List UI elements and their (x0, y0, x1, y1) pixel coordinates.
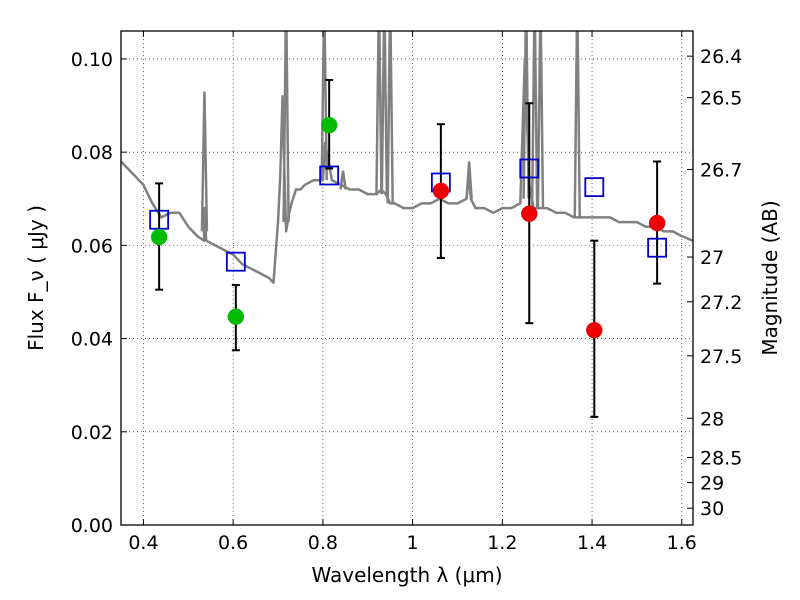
y2-axis-title: Magnitude (AB) (758, 200, 782, 355)
emission-line (522, 31, 530, 199)
x-tick-label: 1.4 (577, 532, 607, 554)
y2-tick-label: 26.7 (700, 159, 742, 181)
emission-line (380, 31, 389, 195)
y-tick-label: 0.06 (71, 235, 113, 257)
data-point (150, 228, 168, 246)
data-point (586, 321, 603, 339)
x-tick-label: 0.4 (128, 532, 158, 554)
y2-tick-label: 26.4 (700, 46, 742, 68)
y-tick-label: 0.10 (71, 49, 113, 71)
tick-labels: 0.4 0.6 0.8 1 1.2 1.4 1.6 0.00 0.02 0.04 0.06 0.08 0… (71, 46, 743, 554)
model-square-marker (319, 165, 340, 186)
y2-tick-label: 27.5 (700, 346, 742, 368)
model-square-marker (647, 237, 668, 258)
y2-tick-label: 27.2 (700, 292, 742, 314)
emission-line (375, 31, 383, 195)
emission-line (536, 31, 545, 209)
data-point (432, 182, 450, 200)
model-square-marker (519, 158, 540, 179)
data-point (320, 116, 338, 134)
x-tick-label: 1 (407, 532, 419, 554)
emission-line (465, 161, 473, 199)
y-tick-label: 0.04 (71, 329, 113, 351)
y-tick-label: 0.00 (71, 515, 113, 537)
x-tick-label: 1.2 (487, 532, 517, 554)
data-markers (149, 116, 668, 339)
y-tick-label: 0.02 (71, 422, 113, 444)
y2-tick-label: 26.5 (700, 88, 742, 110)
y2-tick-label: 30 (700, 498, 724, 520)
emission-line (339, 170, 347, 190)
emission-line (530, 31, 539, 209)
model-square-marker (584, 177, 605, 198)
y2-tick-label: 27 (700, 247, 724, 269)
data-point (648, 214, 666, 232)
emission-line (282, 31, 290, 223)
x-tick-label: 1.6 (667, 532, 697, 554)
x-tick-label: 0.6 (218, 532, 248, 554)
emission-line (386, 31, 394, 204)
model-square-marker (225, 251, 246, 272)
data-point (521, 205, 538, 222)
data-point (227, 308, 245, 325)
y2-tick-label: 28.5 (700, 447, 742, 469)
y2-tick-label: 29 (700, 473, 724, 495)
ticks (121, 31, 693, 526)
y-tick-label: 0.08 (71, 142, 113, 164)
plot-background (121, 31, 693, 525)
x-tick-label: 0.8 (308, 532, 338, 554)
y-axis-title: Flux F_ν ( μJy ) (24, 205, 48, 351)
y2-tick-label: 28 (700, 408, 724, 430)
emission-line (573, 31, 582, 218)
x-axis-title: Wavelength λ (μm) (311, 563, 502, 587)
emission-line (200, 91, 209, 232)
plot-frame (120, 30, 694, 526)
